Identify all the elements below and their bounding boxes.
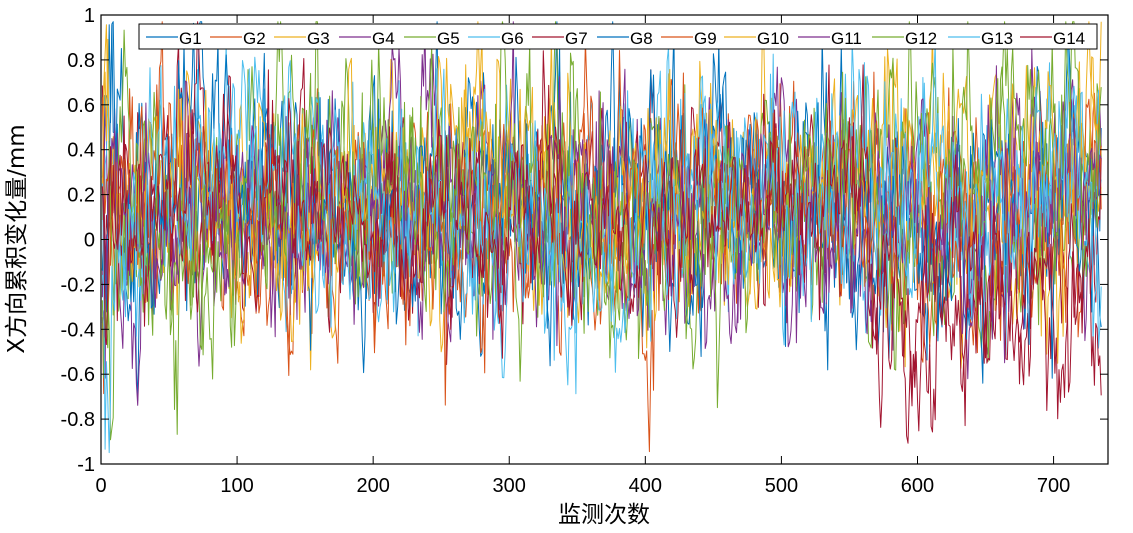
legend-label-g8: G8 — [630, 29, 653, 48]
y-tick-label: 1 — [84, 5, 95, 27]
x-tick-label: 400 — [629, 475, 662, 497]
y-tick-label: -0.2 — [61, 274, 95, 296]
legend-label-g11: G11 — [831, 29, 862, 48]
x-tick-label: 300 — [493, 475, 526, 497]
legend-label-g13: G13 — [981, 29, 1013, 48]
legend-label-g9: G9 — [694, 29, 717, 48]
legend-label-g6: G6 — [501, 29, 524, 48]
legend-label-g1: G1 — [179, 29, 202, 48]
x-tick-label: 0 — [95, 475, 106, 497]
series-line-g13 — [101, 40, 1102, 454]
y-tick-label: -0.6 — [61, 364, 95, 386]
legend: G1 G2 G3 G4 G5 G6 G7 G8 G9 G10 G11 G12 G13 G14 — [138, 23, 1098, 50]
legend-label-g7: G7 — [565, 29, 588, 48]
legend-label-g3: G3 — [307, 29, 330, 48]
y-tick-label: 0 — [84, 230, 95, 252]
y-tick-label: 0.6 — [67, 95, 95, 117]
legend-label-g12: G12 — [905, 29, 937, 48]
series-line-g14 — [101, 21, 1102, 432]
series-layer — [101, 21, 1102, 454]
legend-label-g10: G10 — [757, 29, 789, 48]
series-line-g7 — [101, 42, 1102, 444]
x-axis-label: 监测次数 — [558, 502, 650, 528]
legend-items: G1 G2 G3 G4 G5 G6 G7 G8 G9 G10 G11 G12 G13 G14 — [146, 29, 1085, 48]
y-tick-label: 0.4 — [67, 140, 95, 162]
y-tick-label: 0.8 — [67, 50, 95, 72]
series-line-g12 — [101, 21, 1102, 435]
legend-label-g2: G2 — [243, 29, 266, 48]
x-tick-label: 100 — [220, 475, 253, 497]
y-tick-label: -1 — [77, 454, 95, 476]
x-tick-label: 700 — [1037, 475, 1070, 497]
y-tick-label: -0.4 — [61, 319, 95, 341]
y-tick-label: -0.8 — [61, 409, 95, 431]
x-tick-label: 600 — [901, 475, 934, 497]
ticks-layer: 0 100 200 300 400 500 600 700 -1 -0.8 -0.6 -0.4 -0.2… — [61, 5, 1108, 497]
y-tick-label: 0.2 — [67, 185, 95, 207]
x-tick-label: 500 — [765, 475, 798, 497]
y-axis-label: X方向累积变化量/mm — [4, 124, 30, 353]
x-tick-label: 200 — [356, 475, 389, 497]
legend-label-g5: G5 — [437, 29, 460, 48]
legend-label-g14: G14 — [1053, 29, 1085, 48]
legend-label-g4: G4 — [372, 29, 395, 48]
